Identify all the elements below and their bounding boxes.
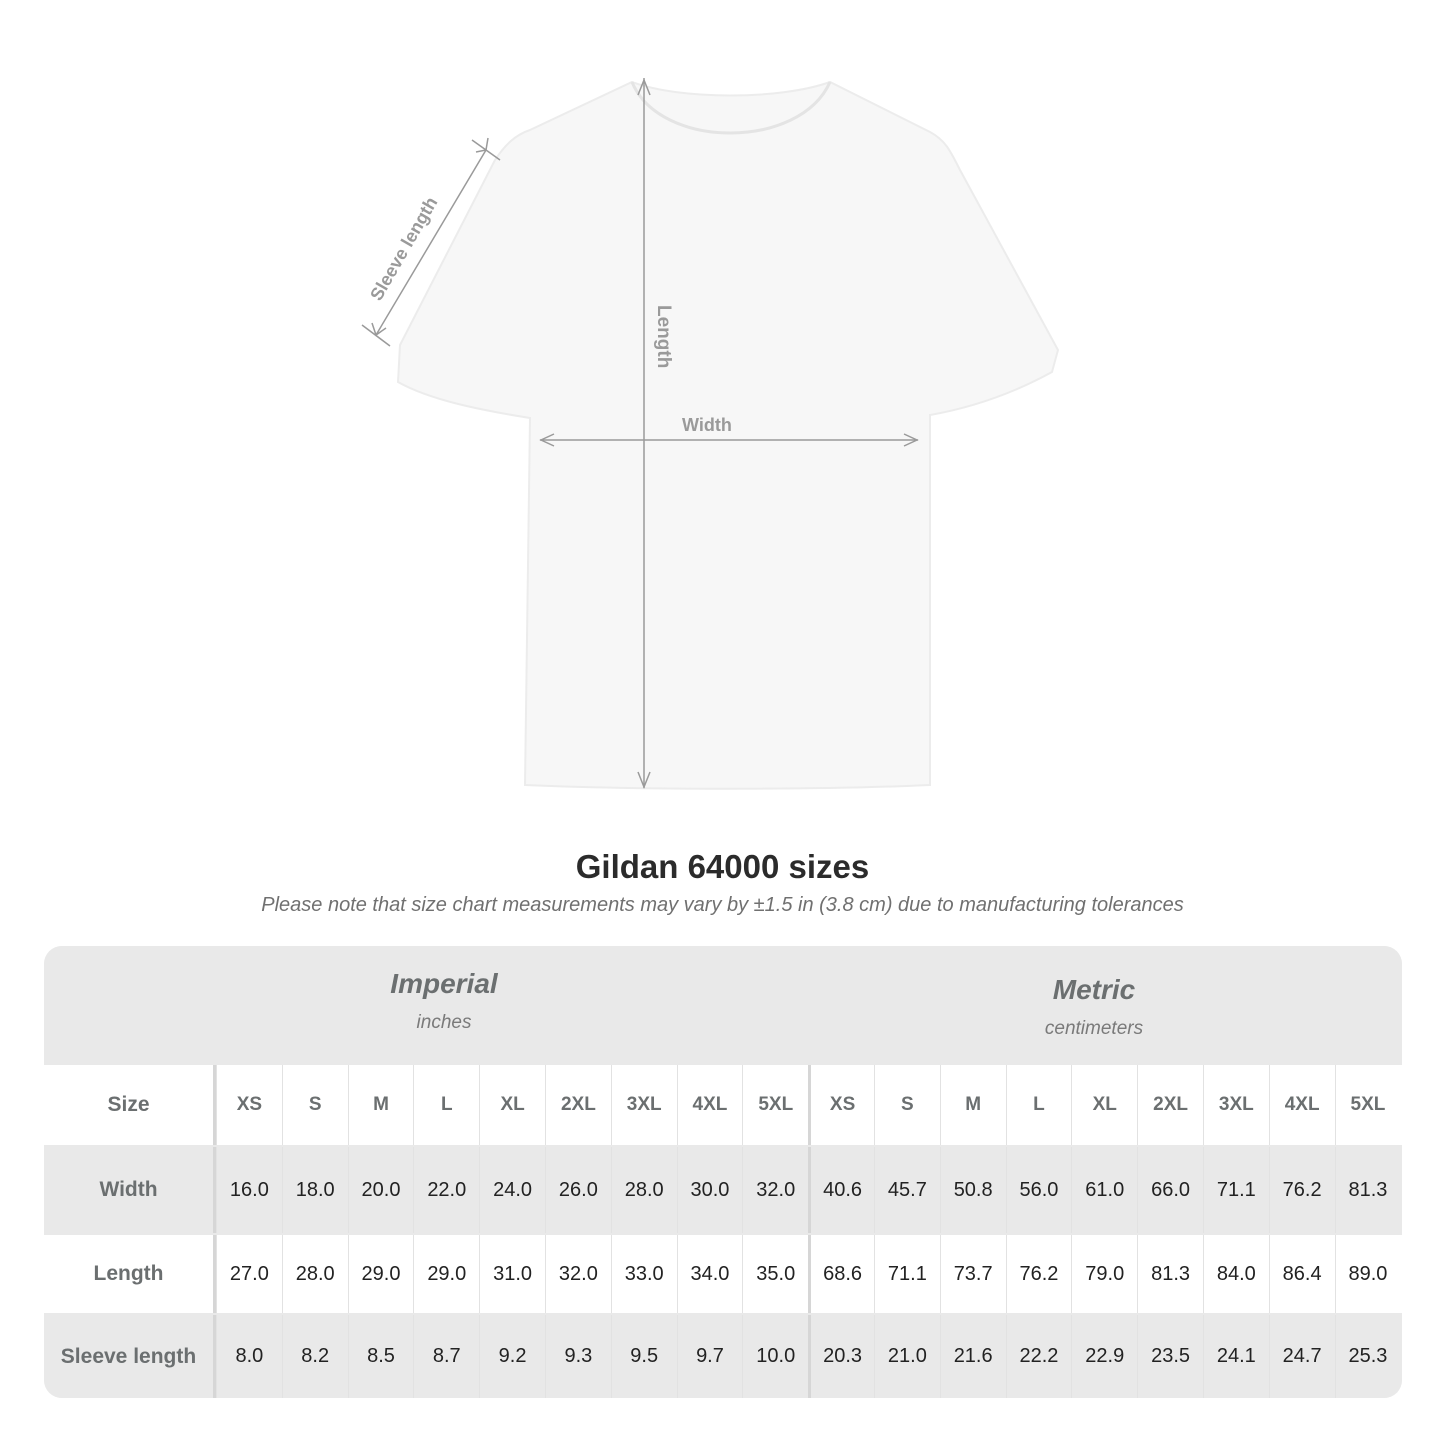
metric-cell: 23.5 bbox=[1137, 1315, 1203, 1398]
metric-cell: 89.0 bbox=[1334, 1235, 1401, 1313]
imperial-cell: 29.0 bbox=[347, 1235, 414, 1313]
imperial-cell: S bbox=[281, 1065, 348, 1145]
imperial-cell: XL bbox=[479, 1065, 545, 1145]
imperial-cell: 33.0 bbox=[610, 1235, 677, 1313]
row-label: Length bbox=[44, 1235, 216, 1313]
size-table: Imperial inches Metric centimeters Size X… bbox=[44, 946, 1402, 1398]
imperial-cell: 32.0 bbox=[742, 1147, 808, 1233]
imperial-header: Imperial inches bbox=[194, 968, 694, 1034]
metric-title: Metric bbox=[1052, 974, 1136, 1005]
size-header-row: Size XS S M L XL 2XL 3XL 4XL 5XL XS S M L XL 2XL 3XL 4XL 5… bbox=[44, 1065, 1402, 1145]
metric-cell: 68.6 bbox=[808, 1235, 874, 1313]
metric-cell: 61.0 bbox=[1071, 1147, 1137, 1233]
imperial-cell: 3XL bbox=[610, 1065, 677, 1145]
imperial-cell: 8.7 bbox=[413, 1315, 479, 1398]
tolerance-note: Please note that size chart measurements… bbox=[261, 894, 1184, 916]
imperial-cell: 34.0 bbox=[676, 1235, 743, 1313]
imperial-cell: 8.0 bbox=[216, 1315, 282, 1398]
imperial-cell: 10.0 bbox=[742, 1315, 808, 1398]
metric-cell: M bbox=[939, 1065, 1006, 1145]
metric-cell: XL bbox=[1071, 1065, 1137, 1145]
imperial-cell: 24.0 bbox=[479, 1147, 545, 1233]
metric-cell: 76.2 bbox=[1005, 1235, 1072, 1313]
table-row: Width 16.0 18.0 20.0 22.0 24.0 26.0 28.0 30.0 32.… bbox=[44, 1147, 1402, 1233]
imperial-cell: 28.0 bbox=[610, 1147, 677, 1233]
table-row: Length 27.0 28.0 29.0 29.0 31.0 32.0 33.0 34.0 35… bbox=[44, 1235, 1402, 1313]
imperial-title: Imperial bbox=[390, 968, 498, 999]
imperial-cell: 8.2 bbox=[281, 1315, 348, 1398]
metric-cell: 24.1 bbox=[1202, 1315, 1269, 1398]
imperial-cell: 16.0 bbox=[216, 1147, 282, 1233]
row-label: Width bbox=[44, 1147, 216, 1233]
metric-cell: 21.6 bbox=[939, 1315, 1006, 1398]
metric-cell: 2XL bbox=[1137, 1065, 1203, 1145]
metric-cell: 22.9 bbox=[1071, 1315, 1137, 1398]
imperial-cell: 20.0 bbox=[347, 1147, 414, 1233]
imperial-cell: XS bbox=[216, 1065, 282, 1145]
metric-cell: 25.3 bbox=[1334, 1315, 1401, 1398]
metric-cell: 22.2 bbox=[1005, 1315, 1072, 1398]
metric-cell: 73.7 bbox=[939, 1235, 1006, 1313]
metric-cell: 81.3 bbox=[1137, 1235, 1203, 1313]
metric-cell: S bbox=[873, 1065, 940, 1145]
metric-cell: 71.1 bbox=[873, 1235, 940, 1313]
imperial-cell: 9.7 bbox=[676, 1315, 743, 1398]
metric-cell: 3XL bbox=[1202, 1065, 1269, 1145]
width-label: Width bbox=[682, 415, 732, 435]
metric-cell: 56.0 bbox=[1005, 1147, 1072, 1233]
metric-cell: 5XL bbox=[1334, 1065, 1401, 1145]
imperial-cell: 5XL bbox=[742, 1065, 808, 1145]
imperial-cell: 35.0 bbox=[742, 1235, 808, 1313]
metric-cell: 4XL bbox=[1268, 1065, 1335, 1145]
metric-cell: 84.0 bbox=[1202, 1235, 1269, 1313]
metric-header: Metric centimeters bbox=[844, 974, 1344, 1040]
unit-header: Imperial inches Metric centimeters bbox=[44, 946, 1402, 1063]
imperial-cell: 26.0 bbox=[544, 1147, 611, 1233]
metric-cell: 20.3 bbox=[808, 1315, 874, 1398]
metric-cell: 79.0 bbox=[1071, 1235, 1137, 1313]
length-label: Length bbox=[653, 305, 674, 368]
table-row: Sleeve length 8.0 8.2 8.5 8.7 9.2 9.3 9.5 9.7 10.… bbox=[44, 1315, 1402, 1398]
metric-cell: 50.8 bbox=[939, 1147, 1006, 1233]
tshirt-collar bbox=[630, 81, 832, 135]
metric-cell: 66.0 bbox=[1137, 1147, 1203, 1233]
metric-cell: 81.3 bbox=[1334, 1147, 1401, 1233]
imperial-cell: 2XL bbox=[544, 1065, 611, 1145]
row-label: Size bbox=[44, 1065, 216, 1145]
metric-cell: XS bbox=[808, 1065, 874, 1145]
imperial-cell: M bbox=[347, 1065, 414, 1145]
metric-cell: 24.7 bbox=[1268, 1315, 1335, 1398]
chart-title: Gildan 64000 sizes bbox=[575, 848, 870, 885]
imperial-cell: 32.0 bbox=[544, 1235, 611, 1313]
imperial-cell: 8.5 bbox=[347, 1315, 414, 1398]
imperial-cell: L bbox=[413, 1065, 479, 1145]
metric-cell: 71.1 bbox=[1202, 1147, 1269, 1233]
metric-unit: centimeters bbox=[1044, 1018, 1144, 1039]
imperial-cell: 9.3 bbox=[544, 1315, 611, 1398]
tshirt-shape bbox=[396, 80, 1060, 790]
imperial-cell: 4XL bbox=[676, 1065, 743, 1145]
imperial-cell: 31.0 bbox=[479, 1235, 545, 1313]
row-label: Sleeve length bbox=[44, 1315, 216, 1398]
metric-cell: 45.7 bbox=[873, 1147, 940, 1233]
metric-cell: 40.6 bbox=[808, 1147, 874, 1233]
imperial-cell: 22.0 bbox=[413, 1147, 479, 1233]
imperial-cell: 9.5 bbox=[610, 1315, 677, 1398]
metric-cell: 76.2 bbox=[1268, 1147, 1335, 1233]
imperial-cell: 9.2 bbox=[479, 1315, 545, 1398]
imperial-unit: inches bbox=[416, 1012, 472, 1033]
metric-cell: 86.4 bbox=[1268, 1235, 1335, 1313]
imperial-cell: 18.0 bbox=[281, 1147, 348, 1233]
tshirt-diagram: Sleeve length Length Width bbox=[361, 77, 1060, 790]
imperial-cell: 30.0 bbox=[676, 1147, 743, 1233]
metric-cell: L bbox=[1005, 1065, 1072, 1145]
sleeve-arrow bbox=[375, 149, 487, 336]
imperial-cell: 28.0 bbox=[281, 1235, 348, 1313]
metric-cell: 21.0 bbox=[873, 1315, 940, 1398]
imperial-cell: 27.0 bbox=[216, 1235, 282, 1313]
imperial-cell: 29.0 bbox=[413, 1235, 479, 1313]
